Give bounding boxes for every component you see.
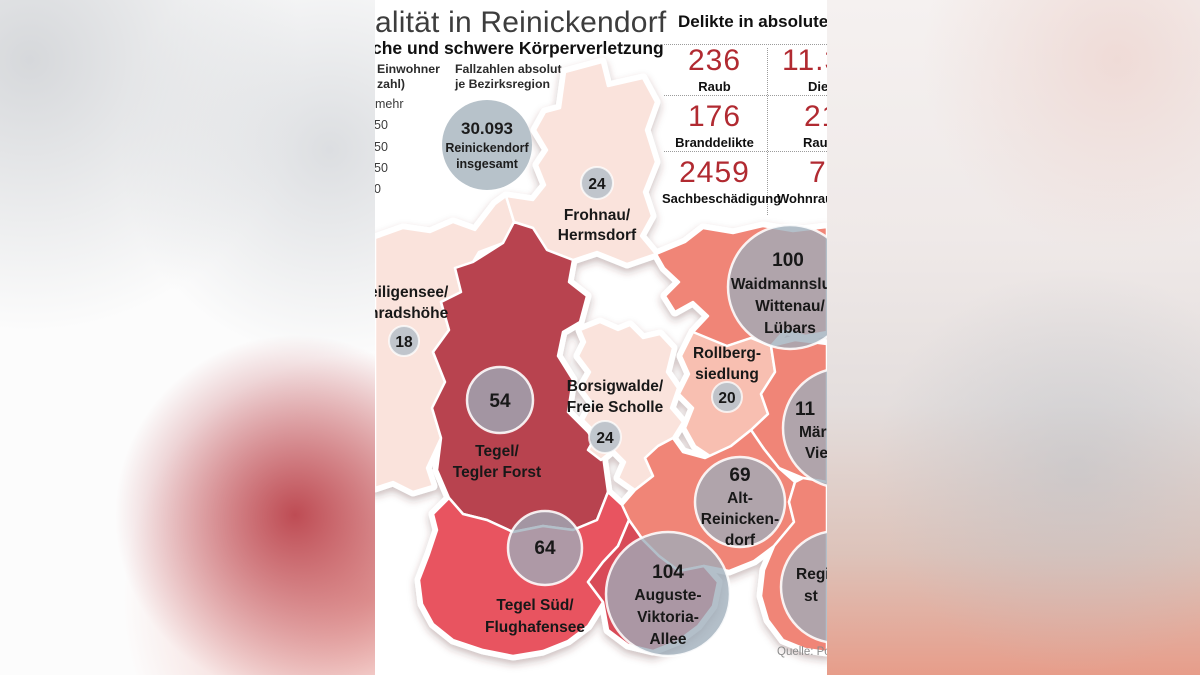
stats-panel: Delikte in absoluten 236 Raub 176 Brandd…: [662, 0, 827, 238]
infographic: alität in Reinickendorf che und schwere …: [375, 0, 827, 675]
scale-label-mehr: mehr: [375, 97, 404, 111]
value-auguste-viktoria-allee: 104: [652, 562, 684, 583]
legend-column-frequency: Einwohner zahl): [377, 62, 440, 92]
stats-header: Delikte in absoluten: [678, 12, 827, 31]
bubble-waidmannslust: [726, 223, 827, 351]
stat-diebstahl-value: 11.3: [782, 44, 827, 77]
value-waidmannslust: 100: [772, 250, 804, 271]
value-maerkisches-viertel: 11: [795, 399, 816, 420]
label-reginhardstrasse-2: st: [804, 588, 818, 605]
bubble-tegel: [465, 365, 535, 435]
blurred-backdrop-left: [0, 0, 375, 675]
legend-text: je Bezirksregion: [455, 77, 550, 91]
scale-label-250: 50: [375, 161, 388, 175]
stat-branddelikte-label: Branddelikte: [675, 135, 754, 150]
value-rollberg: 20: [718, 390, 735, 407]
value-heiligensee: 18: [395, 334, 413, 351]
label-waidmannslust-3: Lübars: [764, 320, 816, 337]
scale-label-0: 0: [375, 182, 381, 196]
district-map: 30.093 Reinickendorf insgesamt 24 Frohna…: [375, 0, 827, 675]
stat-sachbeschaedigung-label: Sachbeschädigung: [662, 191, 782, 206]
label-tegel-sued-1: Tegel Süd/: [496, 597, 574, 614]
label-maerkisches-2: Vie: [805, 445, 827, 462]
divider: [767, 48, 768, 215]
bubble-tegel-sued: [506, 509, 584, 587]
scale-label-350: 50: [375, 140, 388, 154]
bubble-frohnau: [580, 166, 614, 200]
value-frohnau: 24: [588, 176, 606, 193]
label-borsigwalde-1: Borsigwalde/: [567, 378, 664, 395]
label-tegel-1: Tegel/: [475, 443, 519, 460]
stat-branddelikte-value: 176: [687, 100, 742, 133]
stat-raub-label: Raub: [698, 79, 731, 94]
label-reginhardstrasse-1: Regi: [796, 566, 827, 583]
stat-diebstahl-label: Die: [808, 79, 827, 94]
legend-text: Fallzahlen absolut: [455, 62, 562, 76]
label-waidmannslust-2: Wittenau/: [755, 298, 825, 315]
blurred-backdrop-right: [827, 0, 1200, 675]
source-credit: Quelle: Poli: [777, 646, 827, 658]
label-ava-3: Allee: [649, 631, 686, 648]
label-rollberg-1: Rollberg-: [693, 345, 761, 362]
stat-rauschgift-value: 21: [804, 100, 827, 133]
label-maerkisches-1: Märki: [799, 424, 827, 441]
stat-sachbeschaedigung-value: 2459: [679, 156, 750, 189]
total-line1: Reinickendorf: [445, 141, 529, 155]
divider: [664, 95, 827, 96]
scale-label-450: 50: [375, 118, 388, 132]
label-tegel-2: Tegler Forst: [453, 464, 541, 481]
page-title: alität in Reinickendorf: [375, 6, 667, 39]
divider: [664, 151, 827, 152]
label-tegel-sued-2: Flughafensee: [485, 619, 585, 636]
bubble-rollberg: [711, 381, 743, 413]
label-alt-reinickendorf-2: Reinicken-: [701, 511, 779, 528]
bubble-auguste-viktoria-allee: [604, 530, 732, 658]
value-borsigwalde: 24: [596, 430, 614, 447]
total-line2: insgesamt: [456, 157, 519, 171]
label-heiligensee-1: eiligensee/: [375, 284, 449, 301]
label-ava-2: Viktoria-: [637, 609, 699, 626]
legend-text: Einwohner: [377, 62, 440, 76]
label-frohnau-2: Hermsdorf: [558, 227, 637, 244]
label-alt-reinickendorf-3: dorf: [725, 532, 756, 549]
stat-raub-value: 236: [687, 44, 742, 77]
bubble-alt-reinickendorf: [693, 455, 787, 549]
label-heiligensee-2: nradshöhe: [375, 305, 449, 322]
value-tegel-sued: 64: [534, 538, 556, 559]
bubble-reginhardstrasse: [779, 530, 827, 644]
label-frohnau-1: Frohnau/: [564, 207, 631, 224]
stat-wohnraum-value: 72: [809, 156, 827, 189]
bubble-borsigwalde: [588, 420, 622, 454]
bubble-maerkisches-viertel: [781, 368, 827, 488]
stat-rauschgift-label: Rau: [803, 135, 827, 150]
stat-wohnraum-label: Wohnrau: [777, 191, 827, 206]
value-alt-reinickendorf: 69: [729, 465, 750, 486]
bubble-heiligensee: [388, 325, 420, 357]
label-ava-1: Auguste-: [634, 587, 701, 604]
label-alt-reinickendorf-1: Alt-: [727, 490, 753, 507]
total-value: 30.093: [461, 119, 513, 138]
divider: [664, 44, 827, 45]
label-rollberg-2: siedlung: [695, 366, 759, 383]
legend-column-absolute: Fallzahlen absolut je Bezirksregion: [455, 62, 562, 92]
legend-text: zahl): [377, 77, 406, 91]
total-bubble: [442, 100, 532, 190]
label-waidmannslust-1: Waidmannslust/: [731, 276, 827, 293]
subtitle: che und schwere Körperverletzung: [375, 38, 664, 58]
value-tegel: 54: [489, 391, 511, 412]
label-borsigwalde-2: Freie Scholle: [567, 399, 664, 416]
